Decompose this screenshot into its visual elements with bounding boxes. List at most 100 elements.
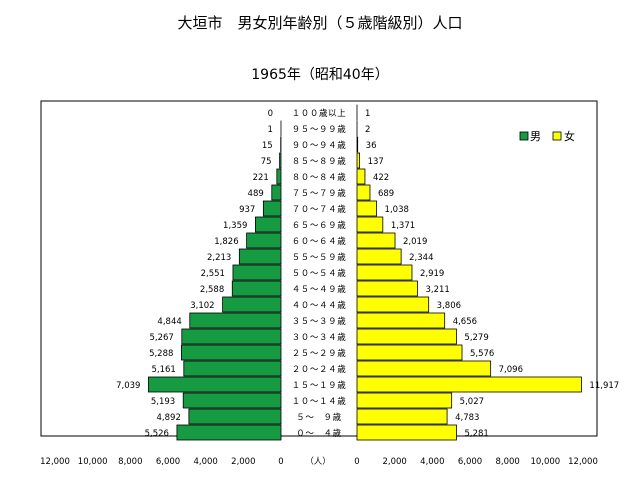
age-group-label: １０～１４歳 xyxy=(292,396,347,407)
male-value-label: 3,102 xyxy=(190,301,214,311)
age-group-label: ５０～５４歳 xyxy=(292,268,347,279)
male-value-label: 4,892 xyxy=(157,413,181,423)
female-value-label: 422 xyxy=(373,173,389,183)
female-bar xyxy=(356,280,418,297)
female-value-label: 1,371 xyxy=(391,221,415,231)
age-group-label: ４５～４９歳 xyxy=(292,284,347,295)
age-group-label: １５～１９歳 xyxy=(292,380,347,391)
female-bar xyxy=(356,344,463,361)
male-value-label: 5,288 xyxy=(149,349,173,359)
female-axis-tick: 0 xyxy=(354,457,359,467)
female-bar xyxy=(356,328,457,345)
male-value-label: 1 xyxy=(268,125,273,135)
age-group-label: ２０～２４歳 xyxy=(292,364,347,375)
female-axis-tick: 6,000 xyxy=(458,457,482,467)
female-value-label: 1 xyxy=(365,109,370,119)
female-bar xyxy=(356,408,448,425)
male-bar xyxy=(232,264,282,281)
female-value-label: 4,656 xyxy=(453,317,477,327)
male-bar xyxy=(188,408,282,425)
male-bar xyxy=(222,296,282,313)
female-axis-tick: 2,000 xyxy=(382,457,406,467)
legend-male-label: 男 xyxy=(530,130,541,143)
male-value-label: 5,161 xyxy=(151,365,175,375)
male-bar xyxy=(189,312,282,329)
female-axis-tick: 10,000 xyxy=(530,457,560,467)
male-value-label: 937 xyxy=(239,205,255,215)
age-group-label: １００歳以上 xyxy=(292,108,347,119)
age-group-label: ７０～７４歳 xyxy=(292,204,347,215)
female-value-label: 5,576 xyxy=(470,349,494,359)
age-group-label: ６５～６９歳 xyxy=(292,220,347,231)
male-bar xyxy=(262,200,282,217)
legend-male-swatch xyxy=(519,131,529,141)
male-bar xyxy=(279,152,282,169)
male-bar xyxy=(182,392,282,409)
age-group-label: ５～ ９歳 xyxy=(296,412,342,423)
male-bar xyxy=(276,168,282,185)
male-value-label: 4,844 xyxy=(157,317,181,327)
female-value-label: 5,279 xyxy=(464,333,488,343)
male-bar xyxy=(238,248,282,265)
male-bar xyxy=(231,280,282,297)
male-value-label: 7,039 xyxy=(116,381,140,391)
male-bar xyxy=(183,360,282,377)
male-value-label: 1,826 xyxy=(214,237,238,247)
male-value-label: 5,193 xyxy=(151,397,175,407)
male-bar xyxy=(181,344,282,361)
female-axis-tick: 8,000 xyxy=(495,457,519,467)
female-value-label: 2 xyxy=(365,125,370,135)
female-bar xyxy=(356,264,413,281)
legend-female-swatch xyxy=(552,131,562,141)
male-value-label: 75 xyxy=(261,157,272,167)
female-bar xyxy=(356,392,453,409)
male-axis-tick: 0 xyxy=(278,457,283,467)
female-value-label: 3,211 xyxy=(425,285,449,295)
male-value-label: 15 xyxy=(262,141,273,151)
female-bar xyxy=(356,184,371,201)
female-value-label: 4,783 xyxy=(455,413,479,423)
male-value-label: 0 xyxy=(268,109,273,119)
female-value-label: 137 xyxy=(368,157,384,167)
male-axis-tick: 10,000 xyxy=(78,457,108,467)
male-axis-tick: 2,000 xyxy=(231,457,255,467)
female-value-label: 689 xyxy=(378,189,394,199)
female-value-label: 3,806 xyxy=(437,301,461,311)
female-value-label: 5,281 xyxy=(464,429,488,439)
chart-subtitle: 1965年（昭和40年） xyxy=(251,67,389,83)
female-bar xyxy=(356,360,492,377)
age-group-label: ７５～７９歳 xyxy=(292,188,347,199)
female-value-label: 2,344 xyxy=(409,253,433,263)
female-value-label: 2,919 xyxy=(420,269,444,279)
age-group-label: ３０～３４歳 xyxy=(292,332,347,343)
age-group-label: ８５～８９歳 xyxy=(292,156,347,167)
age-group-label: ４０～４４歳 xyxy=(292,300,347,311)
female-bar xyxy=(356,200,377,217)
age-group-label: ９５～９９歳 xyxy=(292,124,347,135)
age-group-label: ２５～２９歳 xyxy=(292,348,347,359)
female-bar xyxy=(356,136,359,153)
male-bar xyxy=(181,328,282,345)
female-value-label: 36 xyxy=(366,141,377,151)
unit-label: （人） xyxy=(305,456,331,467)
chart-title: 大垣市 男女別年齢別（５歳階級別）人口 xyxy=(177,14,463,32)
male-value-label: 489 xyxy=(248,189,264,199)
age-group-label: ８０～８４歳 xyxy=(292,172,347,183)
male-value-label: 1,359 xyxy=(223,221,247,231)
plot-frame xyxy=(40,100,598,437)
female-bar xyxy=(356,216,384,233)
female-value-label: 11,917 xyxy=(589,381,619,391)
male-bar xyxy=(176,424,282,441)
age-group-label: ５５～５９歳 xyxy=(292,252,347,263)
female-bar xyxy=(356,424,457,441)
female-value-label: 2,019 xyxy=(403,237,427,247)
male-bar xyxy=(255,216,282,233)
male-axis-tick: 8,000 xyxy=(118,457,142,467)
female-bar xyxy=(356,232,396,249)
legend-female-label: 女 xyxy=(564,129,575,143)
male-bar xyxy=(246,232,282,249)
age-group-label: ９０～９４歳 xyxy=(292,140,347,151)
female-axis-tick: 4,000 xyxy=(420,457,444,467)
male-axis-tick: 4,000 xyxy=(193,457,217,467)
